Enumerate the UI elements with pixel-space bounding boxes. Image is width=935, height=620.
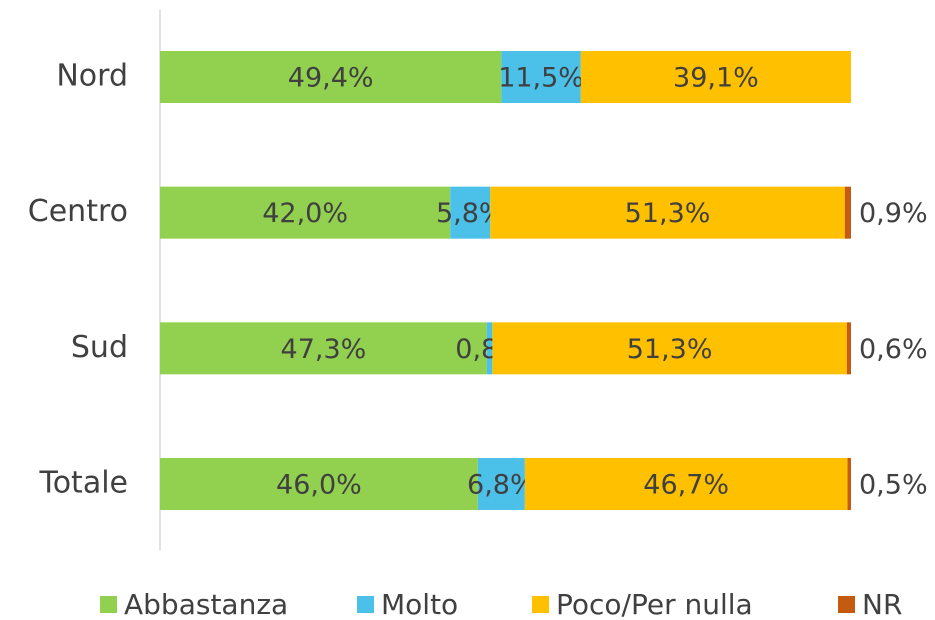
bar-segment	[844, 186, 851, 239]
category-label: Sud	[71, 330, 128, 365]
category-label: Nord	[56, 59, 128, 94]
value-label: 42,0%	[262, 198, 348, 229]
bar-segment	[477, 458, 525, 510]
bar-segment	[160, 458, 478, 510]
value-label: 47,3%	[281, 334, 367, 365]
bar-segment	[160, 322, 487, 375]
value-label: 49,4%	[288, 63, 374, 94]
value-label: 0,6%	[859, 334, 928, 365]
legend-label: Abbastanza	[124, 588, 288, 620]
value-label: 46,0%	[276, 470, 362, 501]
bar-segment	[486, 322, 493, 375]
value-label: 0,5%	[859, 470, 928, 501]
legend-swatch	[838, 596, 855, 613]
legend-swatch	[357, 596, 374, 613]
bar-segment	[492, 322, 847, 375]
legend-swatch	[100, 596, 117, 613]
value-label: 46,7%	[643, 470, 729, 501]
category-label: Centro	[28, 194, 128, 229]
legend-label: NR	[862, 588, 902, 620]
value-label: 51,3%	[627, 334, 713, 365]
value-label: 6,8%	[467, 470, 536, 501]
bar-segment	[524, 458, 848, 510]
bar-segment	[580, 51, 851, 103]
value-label: 39,1%	[673, 63, 759, 94]
bar-segment	[490, 186, 845, 239]
bar-segment	[160, 51, 502, 103]
value-label: 0,9%	[859, 198, 928, 229]
bar-segment	[501, 51, 581, 103]
value-label: 51,3%	[625, 198, 711, 229]
legend-swatch	[532, 596, 549, 613]
legend-label: Molto	[381, 588, 458, 620]
category-label: Totale	[38, 466, 128, 501]
value-label: 11,5%	[498, 63, 584, 94]
bar-segment	[846, 322, 851, 375]
bar-segment	[847, 458, 851, 510]
bar-segment	[450, 186, 491, 239]
legend-label: Poco/Per nulla	[556, 588, 753, 620]
bar-segment	[160, 186, 451, 239]
